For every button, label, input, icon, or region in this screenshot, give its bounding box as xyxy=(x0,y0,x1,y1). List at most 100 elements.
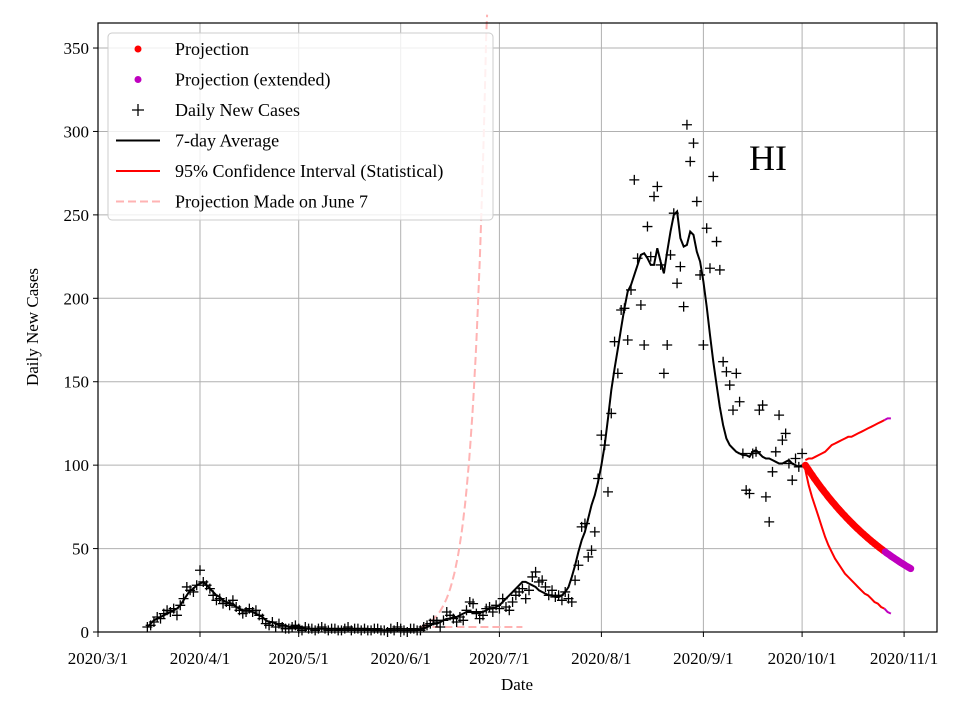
daily-case-marker xyxy=(665,249,676,260)
daily-case-marker xyxy=(520,593,531,604)
daily-case-marker xyxy=(596,430,607,441)
daily-case-marker xyxy=(787,475,798,486)
daily-case-marker xyxy=(639,340,650,351)
legend-label: 95% Confidence Interval (Statistical) xyxy=(175,161,443,182)
x-tick-label: 2020/9/1 xyxy=(673,649,733,668)
daily-case-marker xyxy=(764,516,775,527)
legend-label: 7-day Average xyxy=(175,131,279,151)
daily-case-marker xyxy=(635,299,646,310)
daily-case-marker xyxy=(458,615,469,626)
daily-case-marker xyxy=(593,473,604,484)
daily-case-marker xyxy=(553,590,564,601)
x-tick-label: 2020/7/1 xyxy=(469,649,529,668)
daily-case-marker xyxy=(250,605,261,616)
daily-case-marker xyxy=(589,526,600,537)
plot-frame xyxy=(97,22,938,633)
daily-case-marker xyxy=(757,400,768,411)
y-tick-label: 50 xyxy=(72,540,89,559)
daily-case-marker xyxy=(734,396,745,407)
daily-case-marker xyxy=(583,551,594,562)
daily-case-marker xyxy=(579,518,590,529)
daily-case-marker xyxy=(208,590,219,601)
daily-case-marker xyxy=(155,613,166,624)
legend-label: Projection (extended) xyxy=(175,70,330,91)
daily-case-marker xyxy=(649,191,660,202)
daily-case-marker xyxy=(629,174,640,185)
daily-case-marker xyxy=(760,491,771,502)
daily-case-marker xyxy=(148,616,159,627)
daily-case-marker xyxy=(484,601,495,612)
daily-case-marker xyxy=(790,453,801,464)
daily-case-marker xyxy=(175,600,186,611)
daily-case-marker xyxy=(642,221,653,232)
daily-case-marker xyxy=(724,380,735,391)
daily-case-marker xyxy=(619,303,630,314)
daily-case-marker xyxy=(267,616,278,627)
daily-case-marker xyxy=(586,545,597,556)
daily-case-marker xyxy=(737,448,748,459)
daily-case-marker xyxy=(504,605,515,616)
series-daily-new-cases xyxy=(142,119,808,637)
daily-case-marker xyxy=(524,585,535,596)
x-axis-label: Date xyxy=(501,675,533,694)
daily-case-marker xyxy=(783,458,794,469)
daily-case-marker xyxy=(728,405,739,416)
daily-case-marker xyxy=(626,284,637,295)
legend: Projection Projection (extended) Daily New… xyxy=(107,32,494,221)
daily-case-marker xyxy=(797,448,808,459)
y-tick-label: 250 xyxy=(64,206,90,225)
daily-case-marker xyxy=(431,616,442,627)
legend-swatch xyxy=(134,76,142,83)
daily-case-marker xyxy=(257,613,268,624)
daily-case-marker xyxy=(461,605,472,616)
daily-case-marker xyxy=(714,264,725,275)
daily-case-marker xyxy=(691,196,702,207)
daily-case-marker xyxy=(662,340,673,351)
daily-case-marker xyxy=(204,583,215,594)
daily-case-marker xyxy=(645,251,656,262)
daily-case-marker xyxy=(188,586,199,597)
daily-case-marker xyxy=(547,585,558,596)
daily-case-marker xyxy=(672,278,683,289)
daily-case-marker xyxy=(711,236,722,247)
daily-case-marker xyxy=(602,486,613,497)
x-tick-label: 2020/3/1 xyxy=(68,649,128,668)
daily-case-marker xyxy=(191,580,202,591)
series-confidence-interval xyxy=(804,417,892,615)
x-tick-label: 2020/11/1 xyxy=(870,649,938,668)
daily-case-marker xyxy=(751,446,762,457)
daily-case-marker xyxy=(517,583,528,594)
daily-case-marker xyxy=(793,461,804,472)
daily-case-marker xyxy=(685,156,696,167)
daily-case-marker xyxy=(675,261,686,272)
daily-case-marker xyxy=(560,586,571,597)
legend-label: Daily New Cases xyxy=(175,100,300,120)
daily-case-marker xyxy=(668,208,679,219)
daily-case-marker xyxy=(507,596,518,607)
daily-case-marker xyxy=(214,593,225,604)
ci-upper-line xyxy=(804,419,885,461)
y-axis-label: Daily New Cases xyxy=(23,268,42,386)
daily-case-marker xyxy=(227,595,238,606)
y-axis: 0 50 100 150 200 250 300 350 xyxy=(64,39,98,642)
daily-case-marker xyxy=(701,223,712,234)
y-tick-label: 0 xyxy=(81,623,90,642)
x-axis: 2020/3/1 2020/4/1 2020/5/1 2020/6/1 2020/7/1… xyxy=(68,632,938,668)
daily-case-marker xyxy=(632,253,643,264)
daily-case-marker xyxy=(754,405,765,416)
daily-case-marker xyxy=(721,366,732,377)
daily-case-marker xyxy=(681,119,692,130)
ci-upper-line-extended xyxy=(883,417,891,421)
daily-case-marker xyxy=(658,368,669,379)
daily-case-marker xyxy=(612,368,623,379)
daily-case-marker xyxy=(652,181,663,192)
daily-case-marker xyxy=(224,600,235,611)
daily-case-marker xyxy=(688,138,699,149)
legend-label: Projection xyxy=(175,39,249,59)
series-projection xyxy=(801,461,915,573)
daily-case-marker xyxy=(530,566,541,577)
daily-case-marker xyxy=(471,608,482,619)
daily-case-marker xyxy=(777,435,788,446)
x-tick-label: 2020/5/1 xyxy=(268,649,328,668)
daily-case-marker xyxy=(731,368,742,379)
